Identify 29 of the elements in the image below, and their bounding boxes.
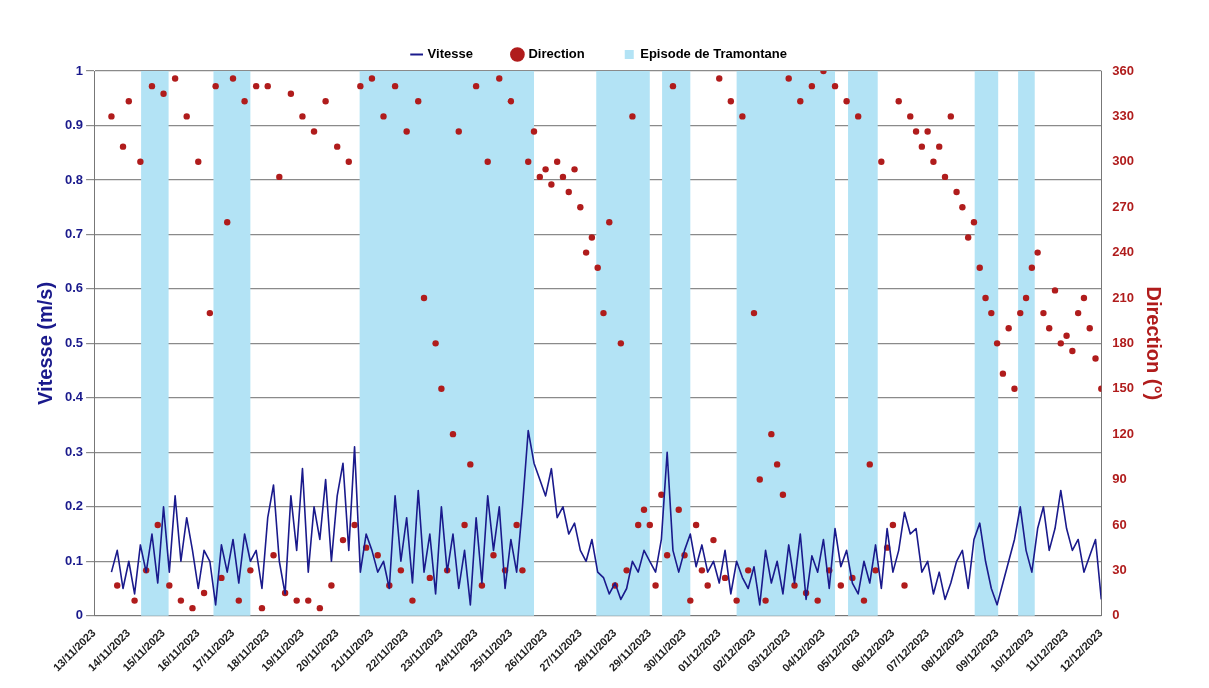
y-tick-label: 0.6 xyxy=(64,280,84,296)
y2-tick-label: 120 xyxy=(1112,425,1135,441)
y2-tick-label: 210 xyxy=(1112,289,1135,305)
y-tick-label: 0.2 xyxy=(64,498,84,514)
legend-label: Direction xyxy=(528,46,585,62)
y-tick-label: 1 xyxy=(75,62,84,78)
y2-tick-label: 270 xyxy=(1112,198,1135,214)
y2-tick-label: 150 xyxy=(1112,380,1135,396)
legend-label: Vitesse xyxy=(427,46,473,62)
y2-tick-label: 180 xyxy=(1112,334,1135,350)
y2-tick-label: 330 xyxy=(1112,107,1135,123)
y2-tick-label: 30 xyxy=(1112,561,1127,577)
y-tick-label: 0.8 xyxy=(64,171,84,187)
y-tick-label: 0.1 xyxy=(64,552,84,568)
y2-tick-label: 0 xyxy=(1112,607,1120,623)
y-tick-label: 0 xyxy=(75,607,84,623)
y2-axis-title: Direction (°) xyxy=(1143,286,1166,401)
y2-tick-label: 60 xyxy=(1112,516,1127,532)
y-tick-label: 0.4 xyxy=(64,389,84,405)
y-tick-label: 0.5 xyxy=(64,334,84,350)
y-tick-label: 0.9 xyxy=(64,117,84,133)
y2-tick-label: 300 xyxy=(1112,153,1135,169)
y2-tick-label: 240 xyxy=(1112,244,1135,260)
y-tick-label: 0.3 xyxy=(64,443,84,459)
y2-tick-label: 360 xyxy=(1112,62,1135,78)
y-axis-title: Vitesse (m/s) xyxy=(33,281,56,405)
legend-label: Episode de Tramontane xyxy=(640,46,787,62)
y2-tick-label: 90 xyxy=(1112,471,1127,487)
y-tick-label: 0.7 xyxy=(64,226,84,241)
